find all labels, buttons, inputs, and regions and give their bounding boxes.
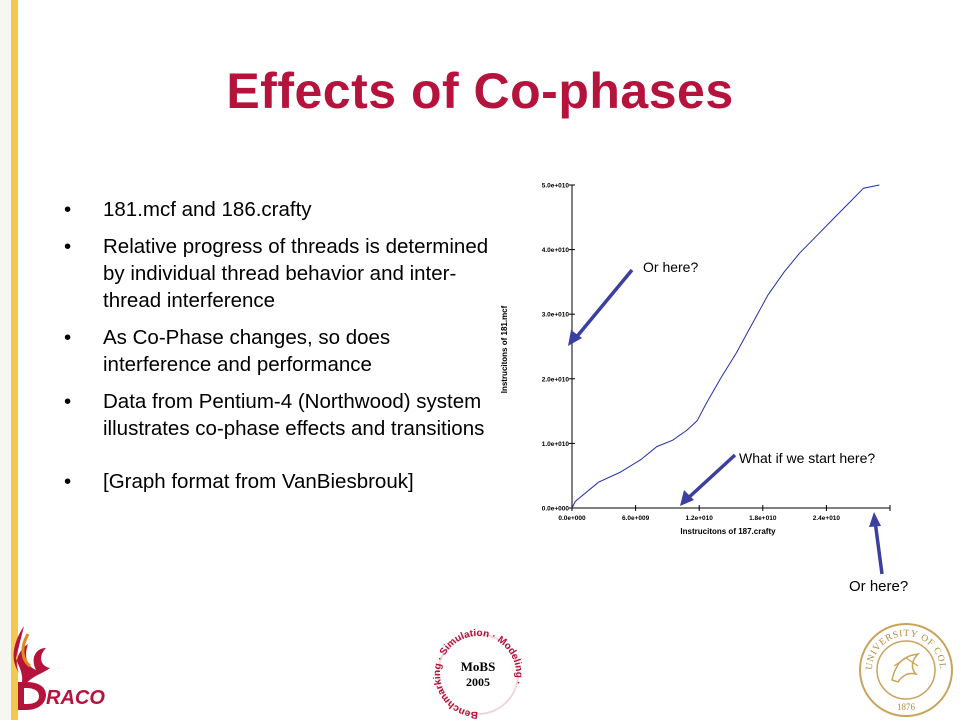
draco-logo: RACO — [13, 626, 105, 710]
arrow-or-here-top — [572, 268, 634, 342]
draco-wordmark: RACO — [46, 687, 105, 709]
y-tick-label: 2.0e+010 — [542, 376, 570, 383]
mobs-label: MoBS — [461, 659, 496, 674]
seal-year: 1876 — [897, 702, 916, 712]
left-border — [0, 0, 18, 720]
university-seal: UNIVERSITY OF COLORADO 1876 — [858, 622, 953, 717]
mobs-year: 2005 — [466, 675, 490, 689]
y-tick-label: 4.0e+010 — [542, 247, 570, 254]
series-line — [571, 184, 880, 509]
arrow-or-here-bottom — [873, 520, 884, 575]
bullet-graph-format: [Graph format from VanBiesbrouk] — [58, 468, 490, 495]
arrow-what-if — [684, 453, 737, 502]
x-tick-label: 0.0e+000 — [558, 515, 586, 522]
y-tick-label: 1.0e+010 — [542, 441, 570, 448]
slide-title: Effects of Co-phases — [226, 63, 734, 119]
bullet-cophase-changes: As Co-Phase changes, so does interferenc… — [58, 324, 490, 378]
annotation-or-here-bottom: Or here? — [849, 578, 909, 595]
x-axis-label: Instrucitons of 187.crafty — [680, 527, 776, 536]
annotation-what-if: What if we start here? — [739, 450, 876, 466]
y-tick-label: 5.0e+010 — [542, 183, 570, 190]
gold-stripe — [11, 0, 18, 720]
annotation-or-here-top: Or here? — [643, 259, 699, 275]
arrow-head-top — [568, 330, 582, 346]
y-tick-label: 3.0e+010 — [542, 312, 570, 319]
arrow-head-bottom — [869, 512, 881, 527]
x-tick-label: 2.4e+010 — [813, 515, 841, 522]
bullet-pentium-data: Data from Pentium-4 (Northwood) system i… — [58, 388, 490, 442]
x-tick-label: 1.8e+010 — [749, 515, 777, 522]
bullet-list: 181.mcf and 186.crafty Relative progress… — [58, 196, 490, 505]
arrow-head-what-if — [680, 490, 694, 506]
x-tick-label: 1.2e+010 — [686, 515, 714, 522]
mobs-logo: Benchmarking · Simulation · Modeling · M… — [432, 628, 524, 720]
y-axis-label: Instrucitons of 181.mcf — [500, 305, 509, 393]
arrows — [568, 268, 884, 575]
y-tick-label: 0.0e+000 — [542, 506, 570, 513]
bullet-benchmarks: 181.mcf and 186.crafty — [58, 196, 490, 223]
bullet-relative-progress: Relative progress of threads is determin… — [58, 233, 490, 314]
x-tick-label: 6.0e+009 — [622, 515, 650, 522]
